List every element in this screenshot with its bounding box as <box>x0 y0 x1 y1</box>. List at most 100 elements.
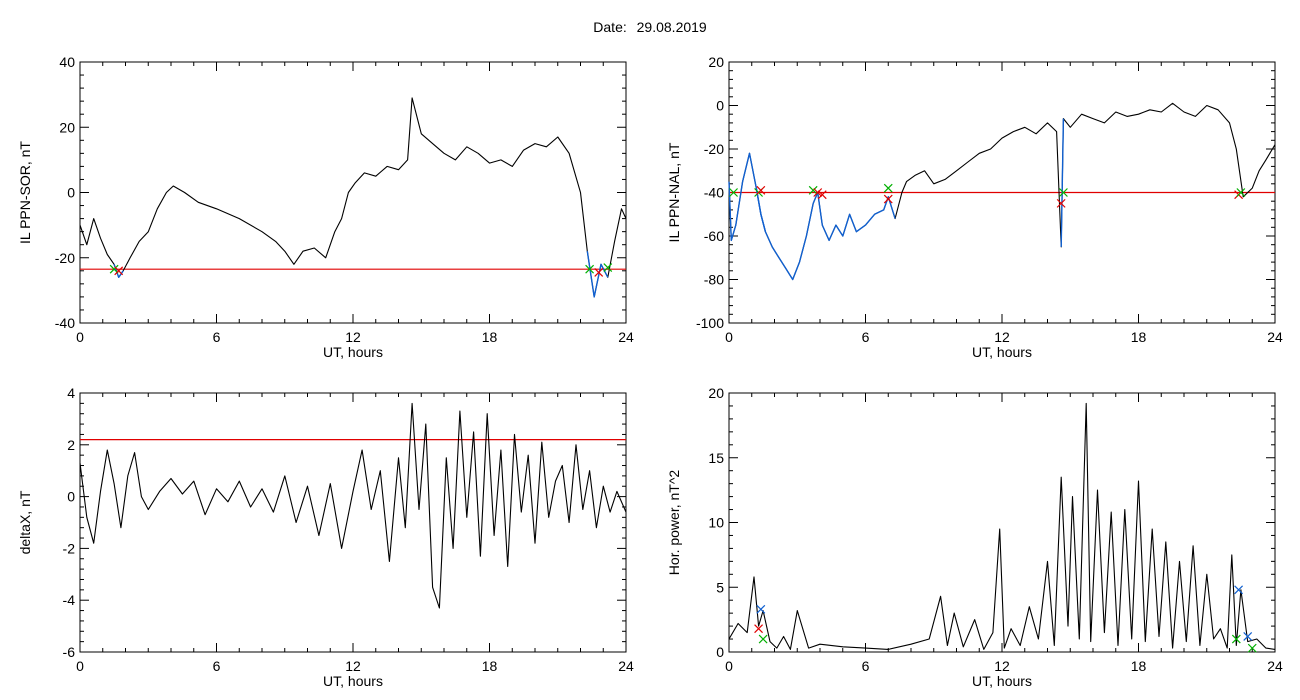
y-axis-label: IL PPN-SOR, nT <box>17 141 33 244</box>
y-tick-label: 15 <box>708 450 724 466</box>
event-marker-end <box>114 266 124 276</box>
marker-stroke <box>1059 188 1068 197</box>
y-tick-label: 20 <box>708 385 724 401</box>
x-tick-label: 12 <box>345 329 361 345</box>
event-marker-start <box>729 188 738 197</box>
figure-title: Date: 29.08.2019 <box>0 19 1300 35</box>
chart-panel-2: 0 6 12 18 24 -100 -80 -60 -40 -20 0 20 UT, hours IL P… <box>666 54 1283 360</box>
y-tick-label: 0 <box>716 98 724 114</box>
x-axis-label: UT, hours <box>972 344 1032 360</box>
highlight-segment <box>113 264 124 278</box>
y-tick-label: -20 <box>704 141 724 157</box>
x-tick-label: 18 <box>1131 658 1147 674</box>
x-tick-label: 12 <box>994 658 1010 674</box>
date-label: Date: <box>593 19 627 35</box>
x-tick-label: 0 <box>725 658 733 674</box>
x-tick-label: 24 <box>1267 329 1283 345</box>
x-axis-label: UT, hours <box>972 673 1032 689</box>
x-tick-label: 0 <box>76 658 84 674</box>
event-marker-start <box>758 634 768 644</box>
plot-frame <box>79 61 627 324</box>
y-tick-label: 0 <box>67 185 75 201</box>
x-tick-label: 0 <box>76 329 84 345</box>
marker-stroke <box>1234 585 1244 595</box>
x-tick-label: 24 <box>618 658 634 674</box>
x-tick-label: 6 <box>213 329 221 345</box>
y-tick-label: -40 <box>55 315 75 331</box>
x-axis-label: UT, hours <box>323 344 383 360</box>
y-tick-label: 5 <box>716 579 724 595</box>
event-marker-end <box>1056 198 1066 208</box>
highlight-segment <box>1060 118 1065 247</box>
y-tick-label: 40 <box>59 54 75 70</box>
y-axis-label: deltaX, nT <box>17 490 33 554</box>
x-tick-label: 24 <box>1267 658 1283 674</box>
highlight-segment <box>755 187 896 281</box>
x-axis-label: UT, hours <box>323 673 383 689</box>
marker-stroke <box>756 604 766 614</box>
chart-panel-1: 0 6 12 18 24 -40 -20 0 20 40 UT, hours IL PPN-SOR, … <box>17 54 634 360</box>
highlight-segment <box>728 152 767 242</box>
event-marker-start <box>585 264 595 274</box>
x-tick-label: 0 <box>725 329 733 345</box>
marker-stroke <box>603 263 613 272</box>
event-marker-start <box>1247 643 1257 653</box>
x-tick-label: 18 <box>482 658 498 674</box>
y-tick-label: 0 <box>716 644 724 660</box>
event-marker-peak <box>1234 585 1244 595</box>
y-tick-label: 4 <box>67 385 75 401</box>
y-tick-label: 10 <box>708 515 724 531</box>
plot-frame <box>728 392 1276 653</box>
marker-stroke <box>114 266 124 276</box>
x-tick-label: 6 <box>213 658 221 674</box>
y-tick-label: -80 <box>704 272 724 288</box>
marker-stroke <box>813 188 823 197</box>
x-tick-label: 6 <box>862 329 870 345</box>
chart-panel-4: 0 6 12 18 24 0 5 10 15 20 UT, hours Hor. power, nT^… <box>666 385 1283 689</box>
marker-stroke <box>585 264 595 274</box>
y-tick-label: 20 <box>59 119 75 135</box>
event-marker-end <box>817 190 827 200</box>
marker-stroke <box>883 183 893 193</box>
marker-stroke <box>729 188 738 197</box>
event-marker-peak <box>1243 632 1253 641</box>
marker-stroke <box>1236 188 1246 197</box>
event-marker-start <box>883 183 893 193</box>
marker-stroke <box>817 190 827 200</box>
y-tick-label: -40 <box>704 185 724 201</box>
marker-stroke <box>883 194 893 204</box>
y-tick-label: 2 <box>67 437 75 453</box>
event-marker-end <box>756 185 766 195</box>
event-marker-start <box>603 263 613 272</box>
y-tick-label: 20 <box>708 54 724 70</box>
y-tick-label: -2 <box>63 540 76 556</box>
event-marker-end <box>883 194 893 204</box>
y-axis-label: IL PPN-NAL, nT <box>666 142 682 242</box>
series-line <box>79 402 627 609</box>
event-marker-end <box>754 624 763 634</box>
series-line <box>728 102 1276 281</box>
event-marker-end <box>813 188 823 197</box>
marker-stroke <box>756 185 766 195</box>
marker-stroke <box>1056 198 1066 208</box>
y-tick-label: -100 <box>696 315 724 331</box>
event-marker-start <box>1236 188 1246 197</box>
marker-stroke <box>1247 643 1257 653</box>
event-marker-start <box>1231 634 1241 644</box>
plot-frame <box>79 392 627 653</box>
marker-stroke <box>1243 632 1253 641</box>
y-tick-label: -60 <box>704 228 724 244</box>
y-axis-label: Hor. power, nT^2 <box>666 470 682 576</box>
marker-stroke <box>758 634 768 644</box>
date-value: 29.08.2019 <box>636 19 707 35</box>
x-tick-label: 12 <box>994 329 1010 345</box>
x-tick-label: 18 <box>1131 329 1147 345</box>
marker-stroke <box>1231 634 1241 644</box>
marker-stroke <box>109 264 119 274</box>
y-tick-label: -4 <box>63 592 76 608</box>
event-marker-start <box>1059 188 1068 197</box>
y-tick-label: -6 <box>63 644 76 660</box>
x-tick-label: 18 <box>482 329 498 345</box>
